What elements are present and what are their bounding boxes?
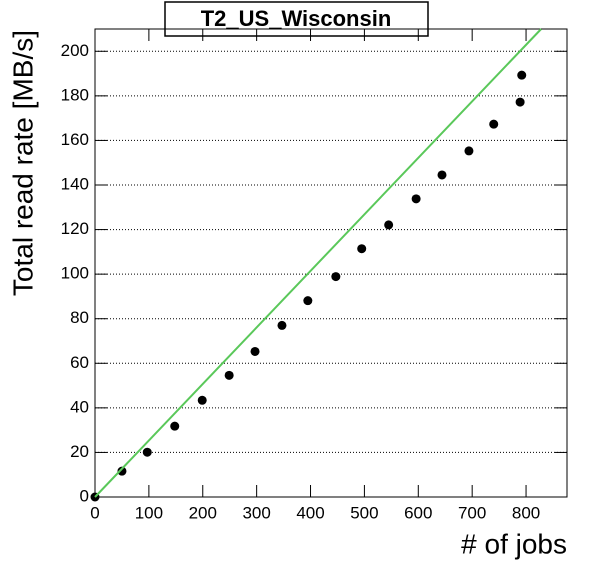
data-point <box>117 466 127 476</box>
y-tick-label: 140 <box>61 174 89 193</box>
data-point <box>411 194 421 204</box>
data-point <box>515 97 525 107</box>
x-tick-label: 200 <box>189 503 217 522</box>
data-point <box>489 119 499 129</box>
data-point <box>224 370 234 380</box>
data-point <box>142 447 152 457</box>
y-tick-label: 180 <box>61 85 89 104</box>
data-point <box>384 220 394 230</box>
y-tick-label: 100 <box>61 264 89 283</box>
data-point <box>357 244 367 254</box>
title-box <box>164 1 429 37</box>
x-tick-label: 400 <box>296 503 324 522</box>
x-tick-label: 300 <box>242 503 270 522</box>
y-tick-label: 20 <box>70 442 89 461</box>
fit-line <box>94 28 542 498</box>
x-tick-label: 800 <box>512 503 540 522</box>
data-point <box>517 70 527 80</box>
data-point <box>331 272 341 282</box>
y-axis-title: Total read rate [MB/s] <box>7 30 38 296</box>
data-point <box>250 346 260 356</box>
data-point <box>303 296 313 306</box>
y-tick-label: 60 <box>70 353 89 372</box>
data-point <box>437 170 447 180</box>
data-point <box>197 395 207 405</box>
data-point <box>464 146 474 156</box>
y-tick-label: 160 <box>61 130 89 149</box>
data-point <box>277 320 287 330</box>
x-tick-label: 700 <box>458 503 486 522</box>
plot-frame <box>94 28 568 498</box>
x-tick-label: 500 <box>350 503 378 522</box>
x-tick-label: 100 <box>135 503 163 522</box>
y-tick-label: 200 <box>61 41 89 60</box>
x-tick-label: 0 <box>90 503 99 522</box>
y-tick-label: 120 <box>61 219 89 238</box>
x-axis-title: # of jobs <box>461 528 567 559</box>
y-tick-label: 80 <box>70 308 89 327</box>
data-point <box>170 421 180 431</box>
x-tick-label: 600 <box>404 503 432 522</box>
y-tick-label: 0 <box>80 486 89 505</box>
y-tick-label: 40 <box>70 397 89 416</box>
chart-title: T2_US_Wisconsin <box>201 6 392 31</box>
